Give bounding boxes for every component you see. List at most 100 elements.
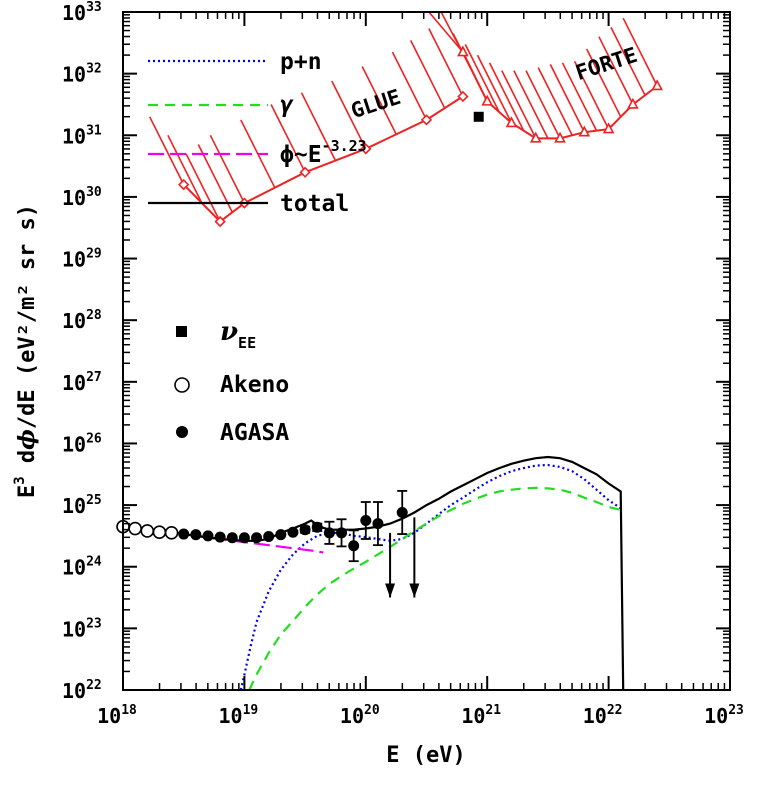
legend-label-total: total <box>280 191 349 217</box>
data-point <box>214 531 226 543</box>
limit-hatch <box>464 44 501 113</box>
limit-point <box>178 178 190 191</box>
axis-tick-labels: 1018 1019 1020 1021 1022 1023 1022 1023 1024 1025… <box>62 0 744 728</box>
limit-point <box>651 79 663 91</box>
limit-hatch <box>610 27 646 96</box>
legend-marker-akeno <box>174 377 190 393</box>
data-point <box>128 521 142 536</box>
y-tick-label: 1022 <box>62 678 102 703</box>
x-tick-label: 1018 <box>97 703 137 728</box>
data-point <box>263 531 275 543</box>
limit-hatch <box>525 70 561 139</box>
legend-label-gamma: γ <box>280 92 294 118</box>
x-tick-label: 1022 <box>583 703 623 728</box>
limit-point <box>529 131 542 143</box>
limit-point <box>578 125 591 137</box>
limit-glue <box>148 28 469 228</box>
limit-point <box>554 131 566 143</box>
data-point <box>226 532 238 544</box>
plot-area <box>123 12 730 690</box>
limit-hatch <box>501 70 537 139</box>
limit-hatch <box>428 28 464 97</box>
x-tick-label: 1020 <box>340 703 380 728</box>
data-point <box>360 515 372 526</box>
data-point <box>178 528 190 540</box>
limit-point <box>457 45 469 57</box>
x-tick-label: 1019 <box>219 703 259 728</box>
limit-hatch <box>209 134 246 204</box>
limit-point <box>299 166 311 178</box>
data-point <box>251 532 263 544</box>
y-tick-label: 1023 <box>62 616 102 641</box>
limit-forte <box>428 11 663 143</box>
limit-point <box>457 90 469 103</box>
data-point <box>140 524 155 538</box>
limit-hatch <box>391 51 428 121</box>
limit-hatch <box>440 11 476 78</box>
limit-hatch <box>513 70 549 139</box>
data-point <box>238 532 250 544</box>
limit-hatch <box>270 104 306 173</box>
x-axis-label: E (eV) <box>386 743 465 768</box>
axis-ticks <box>122 11 731 691</box>
limit-hatch <box>331 80 367 150</box>
limit-hatch <box>573 60 610 130</box>
x-tick-label: 1021 <box>461 703 501 728</box>
limit-point <box>420 114 433 126</box>
legend: p+n γ ϕ~E-3.23 total νEE Akeno AGASA <box>148 49 367 446</box>
y-tick-label: 1025 <box>62 493 102 518</box>
limit-hatch <box>148 116 185 185</box>
upper-limit-arrow <box>409 517 420 598</box>
limit-hatch <box>598 36 634 105</box>
data-point <box>336 527 348 539</box>
y-tick-label: 1027 <box>62 370 102 395</box>
data-point <box>396 506 408 518</box>
limit-hatch <box>488 62 525 131</box>
limit-point <box>505 116 518 128</box>
data-point <box>473 111 484 122</box>
data-point <box>323 527 335 539</box>
y-axis-label: E3 dϕ/dE (eV²/m² sr s) <box>12 204 40 498</box>
data-point <box>311 521 323 533</box>
data-point <box>299 524 311 536</box>
legend-marker-agasa <box>176 426 188 438</box>
limit-hatch <box>185 153 221 222</box>
limit-hatch <box>240 119 276 189</box>
limit-hatch <box>167 134 203 204</box>
legend-label-akeno: Akeno <box>220 372 289 398</box>
limit-point <box>481 94 494 106</box>
data-point <box>348 540 360 552</box>
limit-point <box>627 97 639 109</box>
upper-limit-arrow <box>385 532 396 598</box>
data-point <box>202 530 214 542</box>
legend-marker-nu-ee <box>176 326 187 337</box>
y-tick-label: 1031 <box>62 123 102 148</box>
y-tick-label: 1032 <box>62 62 102 87</box>
limit-hatch <box>361 66 397 135</box>
data-point <box>164 526 179 540</box>
y-tick-label: 1028 <box>62 308 102 333</box>
data-point <box>190 529 202 541</box>
limit-hatch <box>476 54 513 124</box>
limit-hatch <box>300 92 337 161</box>
limit-hatch <box>197 144 234 213</box>
limit-point <box>360 143 372 155</box>
y-tick-label: 1030 <box>62 185 102 210</box>
limit-point <box>214 215 226 228</box>
legend-label-p-n: p+n <box>280 49 322 75</box>
plot-frame <box>122 11 731 691</box>
y-tick-label: 1026 <box>62 431 102 456</box>
limit-hatch <box>622 17 658 87</box>
limit-hatch <box>549 64 586 133</box>
data-filled-circle <box>178 490 408 563</box>
legend-label-power-law: ϕ~E-3.23 <box>280 137 367 168</box>
data-point <box>287 526 299 538</box>
x-tick-label: 1023 <box>704 703 744 728</box>
data-point <box>152 525 167 540</box>
legend-label-nu-ee: νEE <box>220 317 256 352</box>
limit-hatch <box>561 62 598 131</box>
limit-hatch <box>428 11 464 53</box>
limit-point <box>602 122 615 134</box>
series-curve-- <box>248 486 621 691</box>
